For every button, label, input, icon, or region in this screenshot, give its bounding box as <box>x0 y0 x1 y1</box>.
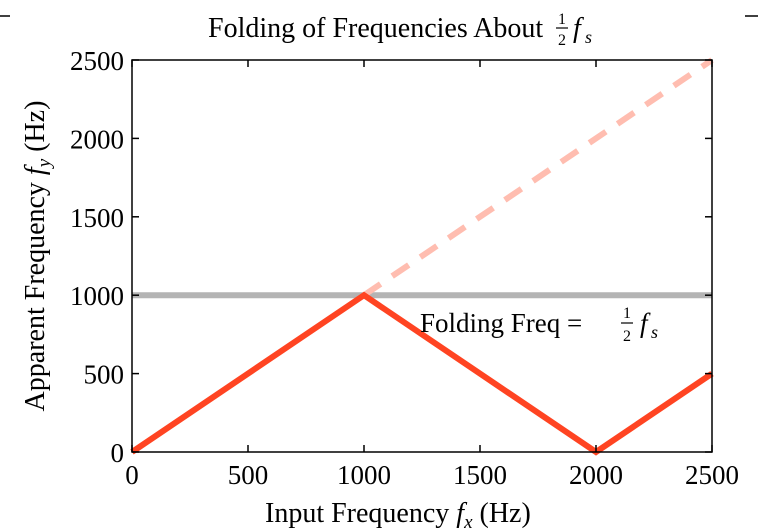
x-tick-label: 1500 <box>453 460 507 490</box>
svg-text:Input Frequency fx (Hz): Input Frequency fx (Hz) <box>265 498 531 530</box>
annotation-text: Folding Freq = <box>420 308 582 338</box>
svg-text:Folding of Frequencies About: Folding of Frequencies About <box>208 13 543 44</box>
chart-title: Folding of Frequencies About 1 2 f s <box>208 11 592 49</box>
series-line-0 <box>130 291 714 456</box>
xlabel-sub: x <box>463 512 473 530</box>
x-tick-label: 1000 <box>337 460 391 490</box>
xlabel-prefix: Input Frequency <box>265 498 456 529</box>
xlabel-var: f <box>456 498 467 529</box>
y-tick-label: 500 <box>84 360 125 390</box>
y-tick-label: 1000 <box>70 281 124 311</box>
ylabel-sub: y <box>34 158 55 169</box>
annotation-var: f <box>640 308 651 338</box>
title-var: f <box>573 13 584 44</box>
xlabel-suffix: (Hz) <box>473 498 531 529</box>
y-tick-label: 2500 <box>70 46 124 76</box>
y-tick-label: 0 <box>111 438 125 468</box>
chart-title-text: Folding of Frequencies About <box>208 13 543 44</box>
ticks-layer: 0 500 1000 1500 2000 2500 0 500 1000 1500 2000 2500 <box>70 46 739 490</box>
title-sub: s <box>585 27 592 47</box>
x-axis-label: Input Frequency fx (Hz) <box>265 498 531 530</box>
ylabel-prefix: Apparent Frequency <box>20 175 51 411</box>
y-tick-label: 1500 <box>70 203 124 233</box>
annotation-frac-num: 1 <box>623 305 631 322</box>
y-tick-label: 2000 <box>70 124 124 154</box>
plot-frame <box>131 59 713 453</box>
series-line-1 <box>362 57 714 298</box>
y-axis-label: Apparent Frequency fy (Hz) <box>20 101 55 412</box>
annotation-sub: s <box>651 322 658 342</box>
folding-freq-annotation: Folding Freq = 1 2 f s <box>420 305 658 345</box>
title-frac-den: 2 <box>558 32 566 49</box>
series-layer <box>130 57 714 456</box>
x-tick-label: 2000 <box>569 460 623 490</box>
ylabel-var: f <box>20 164 51 175</box>
ylabel-suffix: (Hz) <box>20 101 51 159</box>
x-tick-label: 0 <box>125 460 139 490</box>
x-tick-label: 500 <box>228 460 269 490</box>
annotation-frac-den: 2 <box>623 328 631 345</box>
title-frac-num: 1 <box>558 11 566 28</box>
svg-text:Apparent Frequency fy (Hz): Apparent Frequency fy (Hz) <box>20 101 55 412</box>
x-tick-label: 2500 <box>685 460 739 490</box>
